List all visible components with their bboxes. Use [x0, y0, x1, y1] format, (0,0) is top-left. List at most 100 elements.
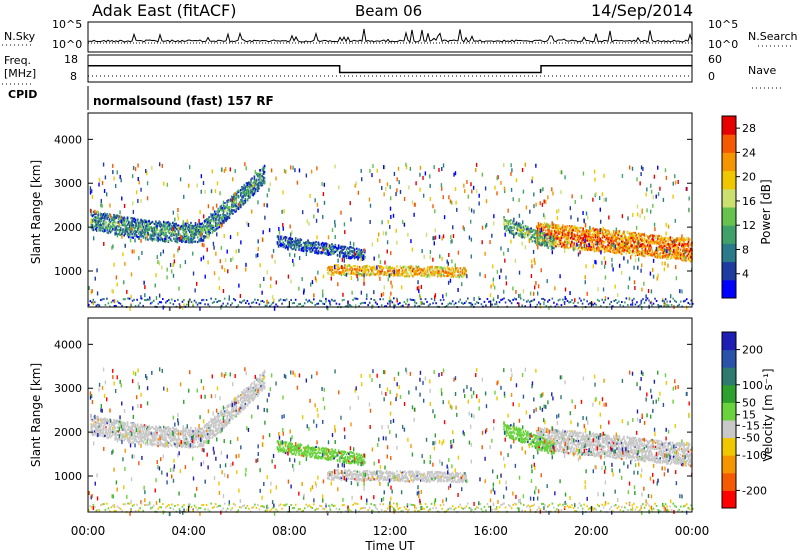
power-pixel: [167, 221, 170, 224]
power-pixel: [262, 181, 265, 184]
power-pixel: [289, 238, 291, 241]
power-pixel: [672, 181, 674, 186]
power-pixel: [666, 303, 668, 308]
power-pixel: [494, 185, 496, 190]
power-pixel: [682, 257, 684, 261]
power-pixel: [415, 270, 418, 273]
power-pixel: [123, 221, 125, 224]
power-pixel: [464, 267, 466, 270]
power-pixel: [441, 270, 444, 273]
power-pixel: [567, 234, 570, 237]
power-pixel: [159, 231, 161, 236]
power-pixel: [317, 243, 320, 246]
power-pixel: [595, 231, 598, 234]
power-pixel: [617, 233, 620, 237]
power-pixel: [101, 214, 104, 217]
power-pixel: [216, 215, 218, 218]
power-pixel: [635, 251, 638, 254]
power-pixel: [625, 248, 628, 251]
power-pixel: [662, 245, 665, 248]
power-pixel: [643, 242, 646, 245]
power-pixel: [401, 266, 404, 269]
power-pixel: [598, 248, 600, 251]
power-pixel: [649, 253, 651, 256]
power-pixel: [98, 220, 101, 223]
power-pixel: [272, 248, 275, 253]
power-pixel: [240, 189, 242, 192]
power-pixel: [464, 268, 466, 271]
power-pixel: [592, 243, 595, 246]
power-pixel: [665, 240, 667, 243]
power-pixel: [129, 221, 131, 224]
power-pixel: [408, 268, 411, 271]
power-pixel: [130, 229, 132, 232]
power-pixel: [139, 231, 141, 234]
power-pixel: [355, 270, 357, 274]
power-pixel: [481, 225, 484, 230]
power-pixel: [573, 226, 575, 229]
power-pixel: [498, 275, 501, 280]
power-pixel: [665, 243, 667, 246]
power-pixel: [287, 274, 290, 279]
power-pixel: [255, 183, 258, 186]
power-pixel: [380, 270, 382, 274]
power-pixel: [634, 258, 637, 263]
power-pixel: [380, 265, 382, 268]
power-pixel: [678, 253, 681, 256]
power-pixel: [120, 178, 122, 183]
power-pixel: [401, 269, 404, 272]
power-pixel: [331, 249, 333, 252]
power-pixel: [620, 238, 623, 242]
power-pixel: [314, 251, 316, 254]
power-pixel: [363, 256, 366, 259]
power-pixel: [625, 236, 628, 239]
power-pixel: [642, 253, 645, 256]
power-pixel: [130, 227, 133, 232]
power-pixel: [524, 232, 527, 235]
power-pixel: [121, 232, 123, 235]
power-pixel: [533, 204, 535, 209]
power-pixel: [582, 232, 584, 236]
power-pixel: [503, 216, 505, 219]
power-pixel: [632, 249, 634, 253]
power-pixel: [277, 242, 280, 246]
power-pixel: [599, 239, 601, 242]
power-pixel: [436, 268, 439, 271]
power-pixel: [228, 216, 231, 219]
power-pixel: [442, 234, 445, 239]
power-pixel: [421, 268, 423, 271]
power-pixel: [545, 225, 547, 228]
power-pixel: [263, 171, 266, 174]
power-pixel: [303, 246, 306, 249]
power-pixel: [329, 267, 331, 270]
power-pixel: [252, 193, 255, 196]
power-pixel: [253, 191, 256, 194]
power-pixel: [597, 236, 599, 239]
power-pixel: [95, 228, 97, 231]
power-pixel: [97, 213, 99, 216]
power-pixel: [588, 229, 590, 232]
power-pixel: [224, 201, 226, 205]
power-pixel: [689, 252, 692, 256]
power-pixel: [528, 239, 531, 244]
power-pixel: [532, 228, 535, 232]
power-pixel: [402, 271, 405, 275]
power-pixel: [665, 248, 667, 251]
power-pixel: [538, 231, 540, 234]
power-pixel: [182, 305, 184, 310]
power-pixel: [533, 232, 536, 235]
power-pixel: [484, 186, 487, 191]
power-pixel: [335, 267, 337, 270]
power-pixel: [551, 221, 553, 226]
power-pixel: [343, 258, 345, 263]
power-pixel: [585, 230, 588, 234]
power-pixel: [600, 228, 603, 231]
power-pixel: [253, 184, 256, 187]
power-pixel: [517, 224, 520, 227]
power-pixel: [329, 247, 332, 251]
power-pixel: [619, 245, 622, 248]
power-pixel: [308, 241, 311, 245]
power-pixel: [420, 284, 423, 289]
power-pixel: [108, 213, 111, 216]
power-pixel: [203, 225, 206, 228]
